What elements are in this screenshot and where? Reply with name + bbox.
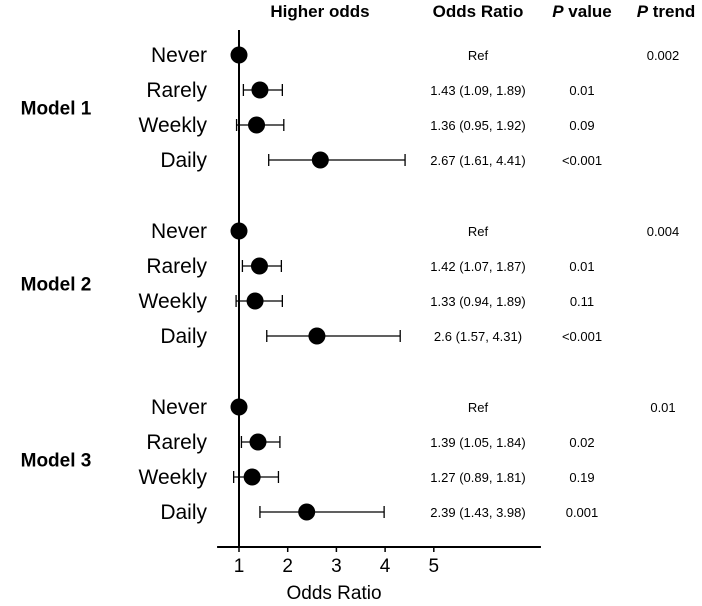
- category-label: Rarely: [146, 255, 207, 278]
- x-axis-label: Odds Ratio: [286, 583, 381, 604]
- model-group: Model 2 0.004 Never Ref Rarely 1.42 (1.07, 1.…: [21, 220, 680, 348]
- odds-ratio-ci-text: Ref: [468, 400, 489, 415]
- forest-row: Weekly 1.36 (0.95, 1.92) 0.09: [139, 114, 595, 137]
- point-estimate: [311, 151, 329, 169]
- x-tick-label: 1: [234, 556, 245, 577]
- odds-ratio-ci-text: 2.67 (1.61, 4.41): [430, 153, 525, 168]
- category-label: Daily: [160, 325, 207, 348]
- x-tick-label: 5: [429, 556, 440, 577]
- p-value-text: 0.09: [569, 118, 594, 133]
- point-estimate: [251, 81, 269, 99]
- p-value-text: <0.001: [562, 153, 602, 168]
- point-estimate: [249, 433, 267, 451]
- point-estimate: [308, 327, 326, 345]
- header-higher-odds: Higher odds: [270, 2, 369, 21]
- column-headers: Higher odds Odds Ratio P value P trend: [270, 2, 695, 21]
- odds-ratio-ci-text: 2.39 (1.43, 3.98): [430, 505, 525, 520]
- forest-row: Daily 2.6 (1.57, 4.31) <0.001: [160, 325, 602, 348]
- model-label: Model 3: [21, 451, 92, 472]
- category-label: Rarely: [146, 431, 207, 454]
- forest-row: Weekly 1.27 (0.89, 1.81) 0.19: [139, 466, 595, 489]
- forest-row: Never Ref: [151, 396, 489, 419]
- category-label: Weekly: [139, 466, 208, 489]
- p-value-text: 0.01: [569, 83, 594, 98]
- category-label: Weekly: [139, 290, 208, 313]
- model-label: Model 1: [21, 99, 92, 120]
- forest-row: Rarely 1.39 (1.05, 1.84) 0.02: [146, 431, 594, 454]
- point-estimate: [248, 116, 266, 134]
- category-label: Never: [151, 396, 207, 419]
- p-trend-value: 0.002: [647, 48, 680, 63]
- x-axis-ticks: 1 2 3 4 5: [234, 547, 439, 577]
- category-label: Weekly: [139, 114, 208, 137]
- forest-row: Rarely 1.43 (1.09, 1.89) 0.01: [146, 79, 594, 102]
- point-estimate: [250, 257, 268, 275]
- model-group: Model 3 0.01 Never Ref Rarely 1.39 (1.05, 1.8…: [21, 396, 676, 524]
- header-p-trend-rest: trend: [648, 2, 695, 21]
- odds-ratio-ci-text: 1.43 (1.09, 1.89): [430, 83, 525, 98]
- point-estimate: [298, 503, 316, 521]
- forest-row: Daily 2.67 (1.61, 4.41) <0.001: [160, 149, 602, 172]
- p-value-text: 0.02: [569, 435, 594, 450]
- p-trend-value: 0.01: [650, 400, 675, 415]
- forest-row: Daily 2.39 (1.43, 3.98) 0.001: [160, 501, 598, 524]
- p-value-text: 0.11: [570, 294, 594, 309]
- forest-rows: Model 1 0.002 Never Ref Rarely 1.43 (1.09, 1.…: [21, 44, 680, 524]
- header-p-value-italic: P: [552, 2, 564, 21]
- point-estimate: [243, 468, 261, 486]
- p-value-text: 0.001: [566, 505, 599, 520]
- category-label: Rarely: [146, 79, 207, 102]
- odds-ratio-ci-text: Ref: [468, 48, 489, 63]
- odds-ratio-ci-text: Ref: [468, 224, 489, 239]
- odds-ratio-ci-text: 1.39 (1.05, 1.84): [430, 435, 525, 450]
- category-label: Never: [151, 44, 207, 67]
- header-odds-ratio: Odds Ratio: [433, 2, 524, 21]
- forest-row: Never Ref: [151, 220, 489, 243]
- header-p-value-rest: value: [564, 2, 612, 21]
- point-estimate: [246, 292, 264, 310]
- model-group: Model 1 0.002 Never Ref Rarely 1.43 (1.09, 1.…: [21, 44, 680, 172]
- category-label: Daily: [160, 149, 207, 172]
- category-label: Never: [151, 220, 207, 243]
- p-value-text: 0.01: [569, 259, 594, 274]
- x-tick-label: 3: [331, 556, 342, 577]
- header-p-trend-italic: P: [637, 2, 649, 21]
- forest-row: Rarely 1.42 (1.07, 1.87) 0.01: [146, 255, 594, 278]
- forest-row: Weekly 1.33 (0.94, 1.89) 0.11: [139, 290, 595, 313]
- header-p-trend: P trend: [637, 2, 696, 21]
- odds-ratio-ci-text: 1.42 (1.07, 1.87): [430, 259, 525, 274]
- header-p-value: P value: [552, 2, 612, 21]
- odds-ratio-ci-text: 1.33 (0.94, 1.89): [430, 294, 525, 309]
- odds-ratio-ci-text: 1.36 (0.95, 1.92): [430, 118, 525, 133]
- category-label: Daily: [160, 501, 207, 524]
- p-trend-value: 0.004: [647, 224, 680, 239]
- p-value-text: 0.19: [569, 470, 594, 485]
- odds-ratio-ci-text: 2.6 (1.57, 4.31): [434, 329, 522, 344]
- model-label: Model 2: [21, 275, 92, 296]
- x-tick-label: 4: [380, 556, 391, 577]
- odds-ratio-ci-text: 1.27 (0.89, 1.81): [430, 470, 525, 485]
- p-value-text: <0.001: [562, 329, 602, 344]
- x-tick-label: 2: [282, 556, 293, 577]
- forest-row: Never Ref: [151, 44, 489, 67]
